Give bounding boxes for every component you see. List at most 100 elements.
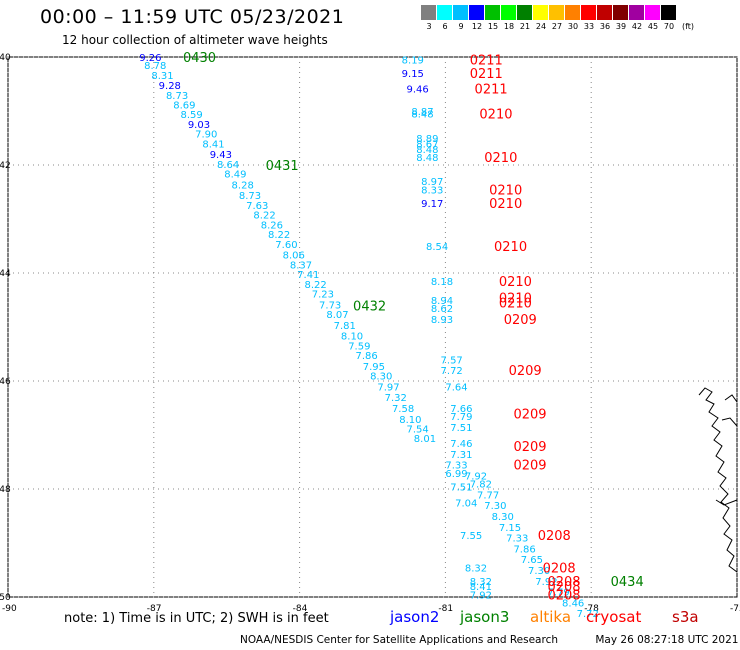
footer-org: NOAA/NESDIS Center for Satellite Applica… (240, 634, 558, 646)
swh-value: 9.43 (210, 150, 232, 161)
legend-s3a: s3a (672, 608, 699, 626)
swh-value: 7.32 (385, 393, 407, 404)
swh-value: 8.07 (326, 310, 348, 321)
color-scale-labels: 3 6 9 12 15 18 21 24 27 30 33 36 39 42 45 70 (ft) (421, 22, 699, 31)
cryosat-time-label: 0208 (547, 580, 580, 595)
swh-value: 7.33 (506, 534, 528, 545)
swh-value: 8.30 (370, 372, 392, 383)
swh-value: 7.46 (450, 439, 472, 450)
swh-value: 8.78 (144, 61, 166, 72)
swh-value: 7.41 (297, 270, 319, 281)
swh-value: 7.30 (528, 566, 550, 577)
jason3-time-label: 0430 (183, 51, 216, 66)
swh-value: 8.48 (416, 153, 438, 164)
swh-value: 7.51 (450, 482, 472, 493)
swh-value: 8.54 (426, 242, 448, 253)
scale-label: 27 (551, 22, 563, 31)
scale-swatch (453, 5, 469, 20)
swh-value: 7.90 (195, 130, 217, 141)
cryosat-time-label: 0210 (489, 197, 522, 212)
swh-value: 7.63 (246, 201, 268, 212)
scale-label: 18 (503, 22, 515, 31)
map-frame (7, 56, 738, 598)
swh-value: 8.48 (411, 110, 433, 121)
swh-value: 8.94 (431, 296, 453, 307)
swh-value: 8.32 (470, 577, 492, 588)
scale-swatch (581, 5, 597, 20)
swh-value: 7.92 (535, 577, 557, 588)
swh-value: 7.23 (312, 290, 334, 301)
scale-swatch (533, 5, 549, 20)
map-subtitle: 12 hour collection of altimeter wave hei… (62, 33, 328, 47)
cryosat-time-label: 0209 (509, 364, 542, 379)
lat-tick-label: -46 (0, 377, 11, 387)
swh-value: 8.87 (411, 107, 433, 118)
scale-swatch (517, 5, 533, 20)
swh-value: 8.33 (421, 185, 443, 196)
swh-value: 8.28 (232, 180, 254, 191)
swh-value: 8.49 (224, 170, 246, 181)
lat-tick-label: -44 (0, 269, 11, 279)
scale-swatch (629, 5, 645, 20)
cryosat-time-label: 0209 (513, 407, 546, 422)
lon-tick-label: -84 (293, 604, 308, 614)
swh-value: 7.58 (392, 404, 414, 415)
swh-value: 7.95 (363, 362, 385, 373)
swh-value: 9.46 (407, 84, 429, 95)
cryosat-time-label: 0210 (494, 240, 527, 255)
cryosat-time-label: 0209 (513, 459, 546, 474)
lat-tick-label: -50 (0, 593, 11, 603)
swh-value: 7.57 (441, 355, 463, 366)
map-title: 00:00 – 11:59 UTC 05/23/2021 (40, 6, 345, 28)
lon-tick-label: -81 (438, 604, 453, 614)
lat-tick-label: -48 (0, 485, 11, 495)
scale-label: 15 (487, 22, 499, 31)
legend-jason2: jason2 (390, 608, 440, 626)
scale-label: 42 (631, 22, 643, 31)
jason3-time-label: 0432 (353, 299, 386, 314)
coastline (698, 387, 738, 573)
jason3-time-label: 0431 (266, 159, 299, 174)
swh-value: 8.41 (470, 582, 492, 593)
swh-value: 7.66 (450, 404, 472, 415)
swh-value: 7.77 (477, 490, 499, 501)
swh-value: 8.41 (202, 139, 224, 150)
swh-value: 7.30 (484, 501, 506, 512)
swh-value: 7.86 (513, 544, 535, 555)
swh-value: 7.72 (577, 609, 599, 620)
swh-value: 8.62 (431, 304, 453, 315)
cryosat-time-label: 0210 (489, 183, 522, 198)
swh-value: 8.06 (283, 251, 305, 262)
swh-value: 8.18 (431, 277, 453, 288)
scale-label: 36 (599, 22, 611, 31)
swh-value: 7.64 (445, 382, 467, 393)
lat-tick-label: -42 (0, 161, 11, 171)
cryosat-time-label: 0208 (547, 588, 580, 603)
footnote: note: 1) Time is in UTC; 2) SWH is in fe… (64, 611, 329, 626)
swh-value: 7.54 (407, 425, 429, 436)
swh-value: 8.22 (304, 280, 326, 291)
swh-value: 7.86 (355, 351, 377, 362)
scale-swatch (549, 5, 565, 20)
cryosat-time-label: 0210 (484, 151, 517, 166)
lon-tick-label: -78 (584, 604, 599, 614)
swh-value: 8.73 (166, 91, 188, 102)
scale-swatch (645, 5, 661, 20)
lon-tick-label: -75 (730, 604, 740, 614)
swh-value: 8.31 (151, 71, 173, 82)
swh-value: 8.30 (492, 512, 514, 523)
swh-value: 9.17 (421, 199, 443, 210)
scale-label: 70 (663, 22, 675, 31)
scale-label: 39 (615, 22, 627, 31)
scale-swatch (613, 5, 629, 20)
scale-label: 45 (647, 22, 659, 31)
swh-value: 7.65 (521, 555, 543, 566)
color-scale (421, 5, 677, 20)
swh-value: 8.37 (290, 260, 312, 271)
swh-value: 7.55 (460, 531, 482, 542)
swh-value: 7.92 (470, 590, 492, 601)
legend-cryosat: cryosat (586, 608, 642, 626)
lon-tick-label: -87 (147, 604, 162, 614)
scale-swatch (565, 5, 581, 20)
